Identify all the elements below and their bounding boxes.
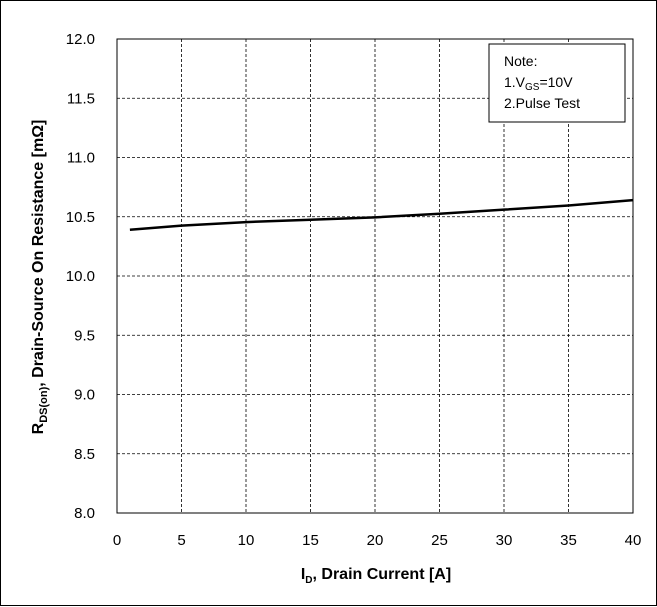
x-tick-label: 10: [238, 532, 255, 549]
y-axis-title-rest: , Drain-Source On Resistance [mΩ]: [30, 120, 47, 387]
x-tick-label: 25: [431, 532, 448, 549]
series-layer: [129, 198, 634, 232]
note-title: Note:: [504, 53, 537, 69]
x-axis-title: ID, Drain Current [A]: [301, 566, 451, 586]
note-line-1-suffix: =10V: [539, 74, 573, 90]
note-legend-box: Note: 1.VGS=10V 2.Pulse Test: [488, 43, 626, 123]
x-tick-labels: 0 5 10 15 20 25 30 35 40: [113, 532, 642, 549]
y-tick-label: 8.5: [74, 446, 95, 463]
x-tick-label: 30: [496, 532, 513, 549]
y-tick-label: 11.0: [67, 150, 95, 167]
x-axis-title-main: I: [301, 566, 305, 583]
note-line-2: 2.Pulse Test: [504, 95, 580, 111]
y-tick-labels: 8.0 8.5 9.0 9.5 10.0 10.5 11.0 11.5 12.0: [66, 31, 95, 522]
y-axis-title: RDS(on), Drain-Source On Resistance [mΩ]: [30, 120, 50, 435]
y-tick-label: 11.5: [67, 90, 95, 107]
y-tick-label: 12.0: [66, 31, 95, 48]
x-tick-label: 15: [302, 532, 319, 549]
note-line-1: 1.VGS=10V: [504, 74, 573, 93]
y-tick-label: 10.5: [66, 209, 95, 226]
y-tick-label: 9.0: [74, 387, 95, 404]
x-axis-title-rest: , Drain Current [A]: [313, 566, 452, 583]
y-tick-label: 9.5: [74, 327, 95, 344]
note-box-border: [488, 43, 626, 123]
x-tick-label: 40: [625, 532, 642, 549]
y-tick-label: 8.0: [74, 505, 95, 522]
grid-layer: [117, 39, 633, 513]
note-line-1-prefix: 1.V: [504, 74, 526, 90]
series-line: [129, 198, 634, 232]
x-tick-label: 0: [113, 532, 121, 549]
x-axis-title-sub: D: [305, 575, 312, 586]
x-tick-label: 35: [560, 532, 577, 549]
y-axis-title-sub: DS(on): [38, 386, 50, 422]
plot-area-border: [116, 38, 634, 514]
x-tick-label: 20: [367, 532, 384, 549]
y-axis-title-main: R: [30, 422, 47, 434]
note-line-1-sub: GS: [525, 82, 540, 93]
y-tick-label: 10.0: [66, 268, 95, 285]
x-tick-label: 5: [177, 532, 185, 549]
